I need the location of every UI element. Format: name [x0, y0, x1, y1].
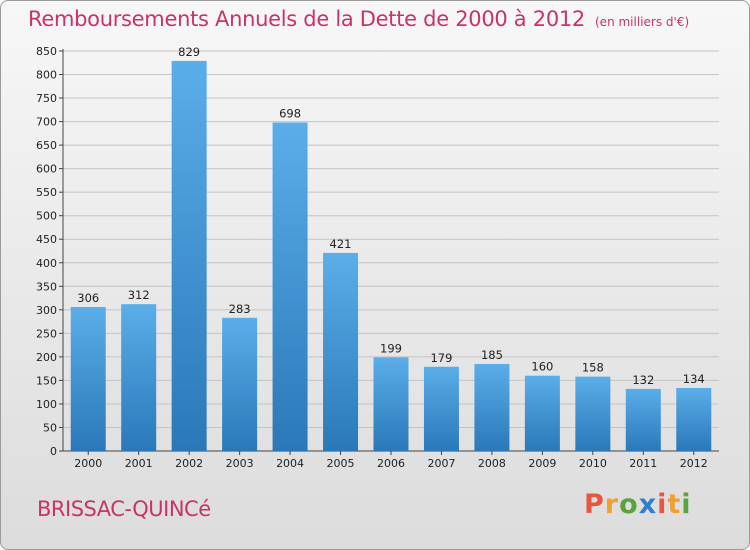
y-tick-label: 200 [36, 351, 57, 364]
chart-title: Remboursements Annuels de la Dette de 20… [28, 7, 689, 31]
bar-2006 [373, 357, 409, 451]
y-tick-label: 0 [50, 445, 57, 458]
bar-2007 [423, 366, 459, 451]
x-tick-label-2010: 2010 [579, 457, 607, 470]
data-label-2002: 829 [178, 45, 200, 59]
bar-2008 [474, 363, 510, 451]
x-tick-label-2012: 2012 [680, 457, 708, 470]
x-tick-label-2005: 2005 [327, 457, 355, 470]
data-label-2009: 160 [531, 360, 553, 374]
logo-letter: i [681, 489, 692, 520]
data-label-2006: 199 [380, 341, 402, 355]
y-tick-label: 550 [36, 186, 57, 199]
chart-unit: (en milliers d'€) [595, 15, 690, 29]
x-tick-label-2001: 2001 [125, 457, 153, 470]
y-tick-label: 400 [36, 257, 57, 270]
y-tick-label: 300 [36, 304, 57, 317]
y-tick-label: 750 [36, 92, 57, 105]
data-label-2003: 283 [229, 302, 251, 316]
bar-2009 [524, 375, 560, 451]
data-label-2005: 421 [330, 237, 352, 251]
data-label-2000: 306 [77, 291, 99, 305]
y-tick-label: 800 [36, 69, 57, 82]
y-tick-label: 850 [36, 45, 57, 58]
data-label-2010: 158 [582, 361, 604, 375]
x-tick-label-2002: 2002 [175, 457, 203, 470]
x-tick-label-2007: 2007 [427, 457, 455, 470]
y-tick-label: 700 [36, 116, 57, 129]
y-tick-label: 250 [36, 327, 57, 340]
bar-2002 [171, 60, 207, 451]
y-tick-label: 150 [36, 374, 57, 387]
x-tick-label-2008: 2008 [478, 457, 506, 470]
x-tick-label-2000: 2000 [74, 457, 102, 470]
chart-title-text: Remboursements Annuels de la Dette de 20… [28, 7, 585, 31]
y-tick-label: 100 [36, 398, 57, 411]
y-tick-label: 500 [36, 210, 57, 223]
logo-letter: r [604, 489, 620, 520]
labels: 0 50 100 150 200 250 300 350 400 450 500 550 600 650 7… [36, 45, 708, 470]
commune-name: BRISSAC-QUINCé [37, 497, 211, 521]
bar-2012 [676, 387, 712, 451]
x-tick-label-2006: 2006 [377, 457, 405, 470]
bar-2003 [222, 317, 258, 451]
bar-2010 [575, 376, 611, 451]
bar-2005 [323, 252, 359, 451]
data-label-2007: 179 [430, 351, 452, 365]
proxiti-logo: Proxiti [584, 489, 692, 520]
logo-letter: o [619, 489, 639, 520]
y-tick-label: 650 [36, 139, 57, 152]
logo-letter: x [638, 489, 658, 520]
y-tick-label: 50 [43, 421, 57, 434]
bar-2004 [272, 122, 308, 451]
x-tick-label-2011: 2011 [629, 457, 657, 470]
logo-letter: P [584, 489, 605, 520]
data-label-2008: 185 [481, 348, 503, 362]
data-label-2004: 698 [279, 107, 301, 121]
y-tick-label: 450 [36, 233, 57, 246]
logo-letter: t [667, 489, 682, 520]
bars [70, 60, 712, 451]
bar-2011 [625, 388, 661, 451]
logo-letter: i [657, 489, 668, 520]
y-tick-label: 350 [36, 280, 57, 293]
bar-2001 [121, 304, 157, 451]
y-tick-label: 600 [36, 163, 57, 176]
data-label-2001: 312 [128, 288, 150, 302]
data-label-2012: 134 [683, 372, 705, 386]
x-tick-label-2009: 2009 [528, 457, 556, 470]
data-label-2011: 132 [632, 373, 654, 387]
x-tick-label-2003: 2003 [226, 457, 254, 470]
bar-2000 [70, 307, 106, 451]
x-tick-label-2004: 2004 [276, 457, 304, 470]
